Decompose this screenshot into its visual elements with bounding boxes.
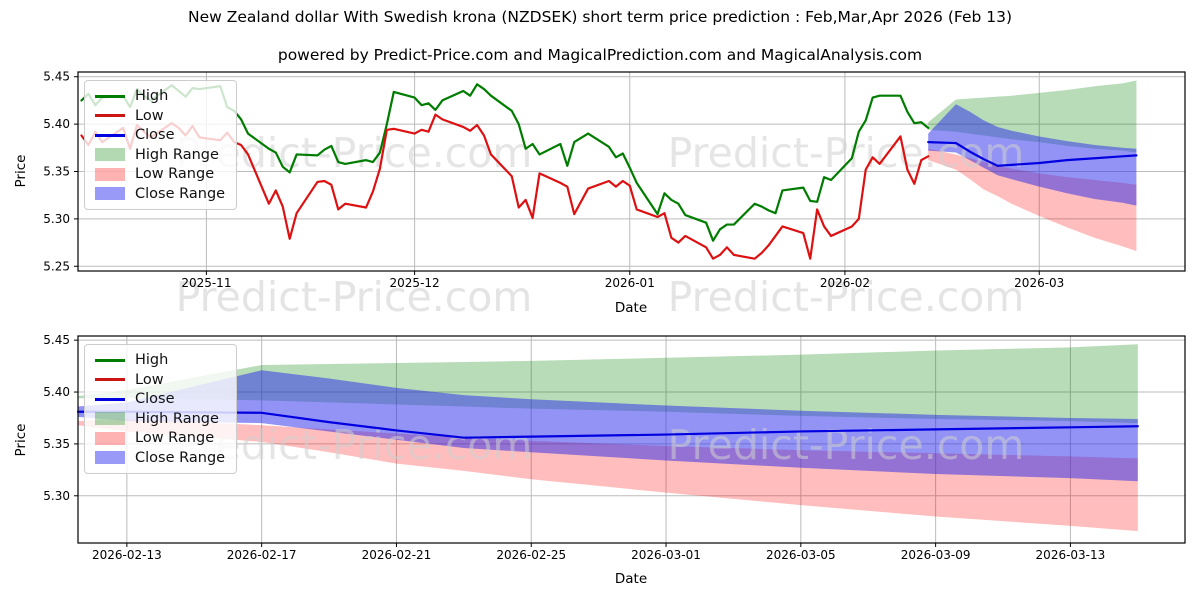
legend-item-label: High Range [135,146,219,163]
legend-line-swatch [95,397,125,401]
top-chart-frame [77,71,1186,272]
legend-item-high-range: High Range [95,411,225,427]
legend-item-close-range: Close Range [95,450,225,466]
legend-item-low-range: Low Range [95,166,225,182]
legend-patch-swatch [95,148,125,161]
x-tick-label: 2026-02-21 [362,548,432,562]
legend-item-low: Low [95,372,225,388]
x-tick-label: 2026-02 [820,276,870,290]
top-chart-x-axis-label: Date [614,300,648,316]
low-range-band [928,148,1137,252]
legend-item-label: High [135,88,169,104]
top-chart-y-axis-label: Price [13,154,29,188]
y-tick-label: 5.25 [43,259,70,273]
x-tick-label: 2026-03-13 [1036,548,1106,562]
legend-item-low-range: Low Range [95,430,225,446]
legend-patch-swatch [95,451,125,464]
x-tick-label: 2026-02-25 [496,548,566,562]
y-tick-label: 5.40 [43,117,70,131]
x-tick-label: 2026-03-05 [766,548,836,562]
legend-item-high: High [95,352,225,368]
legend-line-swatch [95,94,125,98]
legend-item-label: High [135,352,169,368]
bottom-chart: 5.30 5.35 5.40 5.45 2026-02-13 2026-02-17 2026… [43,333,1186,562]
y-tick-label: 5.40 [43,385,70,399]
y-tick-label: 5.45 [43,70,70,84]
high-range-band [78,344,1138,424]
x-tick-label: 2025-12 [390,276,440,290]
legend-item-label: Low [135,107,164,124]
legend-line-swatch [95,358,125,362]
legend-item-label: Low Range [135,166,215,182]
watermark-text: Predict-Price.com [175,273,533,321]
legend-item-label: High Range [135,410,219,427]
x-tick-label: 2026-03-01 [631,548,701,562]
close-range-band [78,370,1138,482]
legend-patch-swatch [95,431,125,445]
close-prediction-line [927,141,1138,167]
legend-item-label: Low Range [135,430,215,446]
x-tick-label: 2026-01 [605,276,655,290]
x-tick-label: 2025-11 [181,276,231,290]
watermark-text: Predict-Price.com [667,273,1025,321]
legend-patch-swatch [95,187,125,200]
legend-item-label: Close [135,391,175,407]
page-title: New Zealand dollar With Swedish krona (N… [187,8,1013,26]
x-tick-label: 2026-03-09 [901,548,971,562]
y-tick-label: 5.35 [43,437,70,451]
legend-item-high: High [95,88,225,104]
legend-line-swatch [95,114,125,117]
y-tick-label: 5.45 [43,333,70,347]
close-range-band [928,104,1137,206]
legend-patch-swatch [95,167,125,181]
x-tick-label: 2026-02-17 [227,548,297,562]
y-tick-label: 5.30 [43,212,70,226]
bottom-chart-y-axis-label: Price [13,423,29,457]
legend-item-close: Close [95,127,225,143]
y-tick-label: 5.30 [43,489,70,503]
legend-item-label: Close [135,127,175,143]
y-tick-label: 5.35 [43,165,70,179]
x-tick-label: 2026-03 [1014,276,1064,290]
watermark-text: Predict-Price.com [668,129,1025,177]
bottom-chart-x-axis-label: Date [614,571,648,587]
legend-line-swatch [95,133,125,137]
close-prediction-line [76,410,1139,439]
legend-item-label: Close Range [135,449,226,466]
top-chart-legend: High Low Close High Range Low Range Close Ran… [84,80,238,210]
bottom-chart-legend: High Low Close High Range Low Range Close Ran… [84,344,238,474]
bottom-chart-frame [77,335,1186,544]
legend-item-close: Close [95,391,225,407]
legend-item-high-range: High Range [95,147,225,163]
page-subtitle: powered by Predict-Price.com and Magical… [277,46,923,64]
x-tick-label: 2026-02-13 [92,548,162,562]
low-range-band [78,419,1138,532]
legend-patch-swatch [95,412,125,425]
legend-item-low: Low [95,108,225,124]
legend-item-label: Close Range [135,185,226,202]
legend-item-label: Low [135,371,164,388]
legend-item-close-range: Close Range [95,186,225,202]
legend-line-swatch [95,378,125,381]
